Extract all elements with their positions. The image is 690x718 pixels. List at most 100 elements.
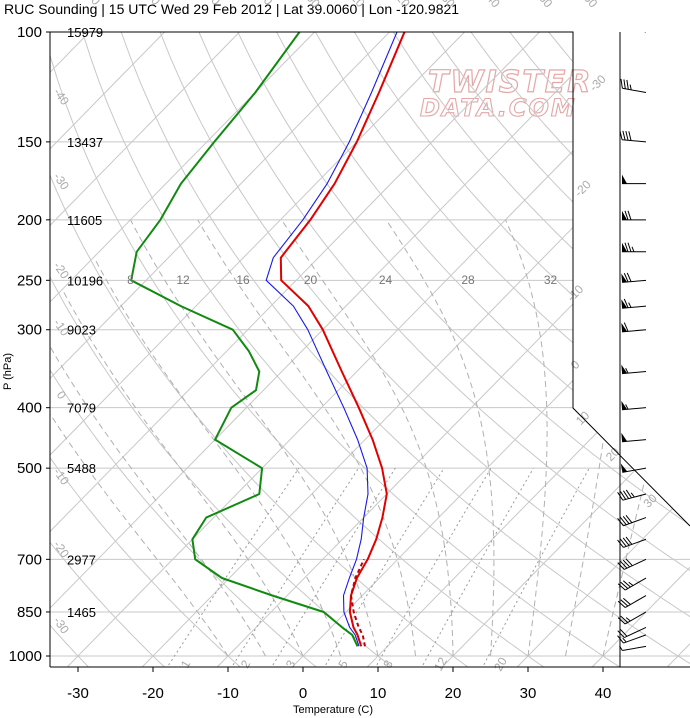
isotherm-line bbox=[50, 32, 465, 667]
wind-barb bbox=[622, 242, 646, 253]
theta-label: 140 bbox=[479, 0, 503, 11]
wind-barb-flag bbox=[622, 174, 627, 184]
wind-barb bbox=[617, 514, 647, 527]
wind-barb bbox=[621, 400, 647, 411]
wind-barb-staff bbox=[644, 32, 646, 33]
wind-barb-half bbox=[625, 368, 629, 374]
height-label: 1465 bbox=[67, 605, 96, 620]
adiabat-label: 0 bbox=[568, 357, 583, 372]
y-tick-label: 500 bbox=[17, 460, 42, 477]
wind-barb-full bbox=[625, 558, 633, 567]
series-dewpoint bbox=[130, 32, 359, 647]
mixing-ratio-label: 3 bbox=[283, 657, 299, 670]
wind-barb bbox=[617, 558, 647, 570]
dry-adiabat bbox=[509, 32, 690, 667]
dry-adiabat bbox=[315, 32, 690, 667]
wind-barb-staff bbox=[624, 611, 647, 625]
wind-barb-full bbox=[623, 79, 626, 89]
x-tick-label: -20 bbox=[142, 685, 164, 702]
y-tick-label: 150 bbox=[17, 134, 42, 151]
wind-barb bbox=[621, 322, 647, 333]
dry-adiabat bbox=[81, 32, 624, 667]
wind-barb-staff bbox=[622, 493, 647, 501]
height-label: 13437 bbox=[67, 135, 103, 150]
wind-barb-full bbox=[625, 514, 633, 524]
wind-barb-half bbox=[631, 246, 635, 252]
mixing-ratio-line bbox=[322, 467, 445, 667]
height-label: 10196 bbox=[67, 273, 103, 288]
wind-barb-full bbox=[622, 580, 631, 588]
wind-barb-flag bbox=[621, 299, 628, 309]
wind-barb-flag bbox=[621, 432, 628, 442]
wind-barb-flag bbox=[621, 400, 628, 410]
dry-adiabat bbox=[120, 32, 690, 667]
wind-barb-full bbox=[628, 18, 629, 27]
dry-adiabat bbox=[625, 32, 690, 667]
wind-barb-full bbox=[620, 615, 629, 623]
y-axis-label: P (hPa) bbox=[2, 353, 14, 390]
series-temperature bbox=[279, 32, 406, 647]
wind-barb-full bbox=[623, 272, 629, 283]
wind-barb bbox=[617, 536, 647, 548]
wind-barb-full bbox=[628, 131, 632, 141]
dry-adiabat bbox=[0, 32, 15, 669]
mixing-ratio-line bbox=[373, 467, 492, 667]
wind-barb-flag bbox=[622, 210, 627, 220]
series-parcel bbox=[350, 558, 366, 647]
y-tick-label: 850 bbox=[17, 604, 42, 621]
y-tick-label: 200 bbox=[17, 212, 42, 229]
x-tick-label: 30 bbox=[520, 685, 537, 702]
wind-barb-full bbox=[617, 583, 626, 591]
wind-barb-half bbox=[625, 404, 629, 410]
wind-barb-flag bbox=[622, 242, 627, 252]
wind-barb bbox=[621, 298, 647, 309]
theta-label: 110 bbox=[345, 0, 368, 10]
mixing-ratio-label: 20 bbox=[304, 273, 318, 287]
wind-barb bbox=[617, 577, 647, 591]
wind-barb-full bbox=[619, 517, 627, 526]
mixing-ratio-label: 20 bbox=[491, 655, 510, 674]
wind-barb-full bbox=[620, 560, 628, 569]
wind-barb-full bbox=[617, 562, 625, 570]
adiabat-label: -30 bbox=[51, 170, 73, 193]
dry-adiabat bbox=[159, 32, 690, 667]
theta-label: 70 bbox=[144, 0, 164, 8]
theta-label: 120 bbox=[389, 0, 413, 11]
isotherm-line bbox=[50, 32, 165, 667]
wind-barb-staff bbox=[624, 558, 647, 570]
adiabat-label: -10 bbox=[564, 282, 586, 304]
wind-barb-flag bbox=[621, 364, 628, 374]
isotherm-line bbox=[50, 32, 615, 667]
height-label: 9023 bbox=[67, 323, 96, 338]
isotherm-line bbox=[50, 32, 240, 667]
theta-label: 90 bbox=[256, 0, 276, 8]
wind-barb-staff bbox=[623, 517, 647, 527]
dry-adiabat bbox=[237, 32, 690, 667]
mixing-ratio-line bbox=[481, 467, 590, 667]
moist-adiabat bbox=[50, 320, 266, 657]
wind-barb-full bbox=[619, 538, 627, 547]
wind-barb-full bbox=[625, 489, 632, 499]
wind-barb-staff bbox=[623, 538, 647, 548]
theta-label: 60 bbox=[84, 0, 104, 8]
dry-adiabat bbox=[431, 32, 690, 667]
mixing-ratio-label: 2 bbox=[238, 657, 254, 670]
wind-barb-staff bbox=[624, 577, 647, 591]
wind-barb-full bbox=[626, 79, 629, 90]
isotherm-line bbox=[64, 32, 690, 667]
theta-label: 150 bbox=[532, 0, 556, 11]
isotherm-line bbox=[289, 32, 690, 667]
wind-barbs bbox=[617, 18, 647, 652]
watermark-line2: DATA.COM bbox=[420, 94, 577, 122]
wind-barb bbox=[619, 130, 647, 143]
wind-barb-half bbox=[628, 302, 632, 308]
wind-barb-full bbox=[624, 242, 629, 252]
dry-adiabat bbox=[50, 32, 472, 667]
height-label: 11605 bbox=[67, 213, 102, 228]
mixing-ratio-label: 12 bbox=[431, 655, 450, 674]
wind-barb-half bbox=[628, 581, 634, 586]
isotherm-line bbox=[50, 32, 540, 667]
wind-barb-full bbox=[622, 559, 631, 568]
